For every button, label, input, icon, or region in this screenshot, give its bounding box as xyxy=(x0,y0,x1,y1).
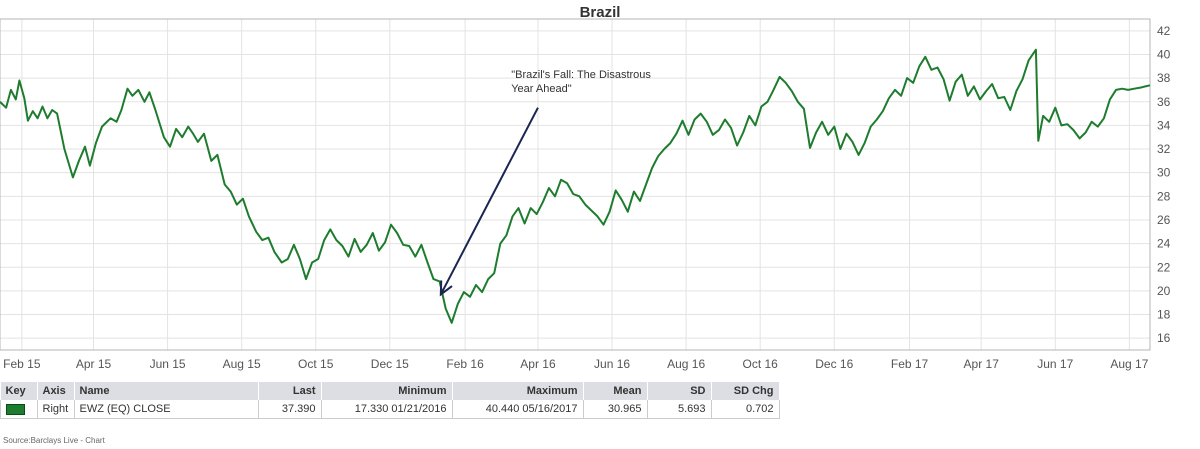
header-sd: SD xyxy=(647,382,712,400)
chart-title: Brazil xyxy=(580,4,621,21)
horizontal-gridlines xyxy=(0,30,1150,339)
series-summary-table: Key Axis Name Last Minimum Maximum Mean … xyxy=(0,382,780,419)
x-tick-label: Apr 17 xyxy=(964,357,1000,371)
y-tick-label: 18 xyxy=(1157,308,1171,322)
y-tick-label: 32 xyxy=(1157,142,1171,156)
series-color-key-icon xyxy=(6,403,25,415)
annotation-text-line-2: Year Ahead" xyxy=(511,83,571,95)
key-swatch xyxy=(0,400,38,419)
x-tick-label: Feb 15 xyxy=(3,357,41,371)
header-axis: Axis xyxy=(37,382,75,400)
annotation-text-line-1: "Brazil's Fall: The Disastrous xyxy=(511,69,651,81)
cell-mean: 30.965 xyxy=(583,400,648,419)
x-axis-tick-labels: Feb 15 Apr 15 Jun 15 Aug 15 Oct 15 Dec 15 Feb … xyxy=(3,357,1149,371)
cell-sd-chg: 0.702 xyxy=(711,400,780,419)
header-mean: Mean xyxy=(583,382,648,400)
cell-maximum: 40.440 05/16/2017 xyxy=(452,400,584,419)
y-tick-label: 30 xyxy=(1157,166,1171,180)
y-tick-label: 26 xyxy=(1157,213,1171,227)
series-line-ewz xyxy=(0,48,1151,324)
y-tick-label: 36 xyxy=(1157,95,1171,109)
x-tick-label: Apr 16 xyxy=(520,357,556,371)
y-tick-label: 28 xyxy=(1157,189,1171,203)
y-axis-tick-labels: 16 18 20 22 24 26 28 30 32 34 36 38 40 42 xyxy=(1157,24,1171,345)
y-tick-label: 34 xyxy=(1157,118,1171,132)
y-tick-label: 40 xyxy=(1157,47,1171,61)
cell-name: EWZ (EQ) CLOSE xyxy=(74,400,259,419)
x-tick-label: Oct 15 xyxy=(298,357,334,371)
x-tick-label: Dec 16 xyxy=(815,357,853,371)
x-tick-label: Oct 16 xyxy=(743,357,779,371)
cell-axis: Right xyxy=(37,400,75,419)
x-tick-label: Aug 15 xyxy=(223,357,261,371)
vertical-gridlines xyxy=(21,19,1130,350)
line-chart: Brazil 16 18 20 22 24 26 28 30 32 34 36 38 40 42 Feb … xyxy=(0,4,1171,371)
cell-last: 37.390 xyxy=(258,400,322,419)
table-row: Right EWZ (EQ) CLOSE 37.390 17.330 01/21… xyxy=(0,400,780,419)
y-tick-label: 42 xyxy=(1157,24,1171,38)
annotation-text: "Brazil's Fall: The Disastrous Year Ahea… xyxy=(511,69,654,95)
x-tick-label: Aug 16 xyxy=(667,357,705,371)
x-tick-label: Feb 16 xyxy=(446,357,484,371)
y-tick-label: 16 xyxy=(1157,331,1171,345)
x-tick-label: Jun 17 xyxy=(1037,357,1073,371)
y-tick-label: 24 xyxy=(1157,237,1171,251)
x-tick-label: Dec 15 xyxy=(371,357,409,371)
y-tick-label: 22 xyxy=(1157,260,1171,274)
y-tick-label: 38 xyxy=(1157,71,1171,85)
x-tick-label: Aug 17 xyxy=(1110,357,1148,371)
table-header-row: Key Axis Name Last Minimum Maximum Mean … xyxy=(0,382,780,400)
x-tick-label: Feb 17 xyxy=(891,357,929,371)
plot-area-border xyxy=(0,18,1151,351)
source-note: Source:Barclays Live - Chart xyxy=(3,436,105,445)
x-tick-label: Jun 16 xyxy=(594,357,630,371)
header-key: Key xyxy=(0,382,38,400)
annotation: "Brazil's Fall: The Disastrous Year Ahea… xyxy=(439,69,654,297)
annotation-arrow-head xyxy=(439,280,453,297)
header-sd-chg: SD Chg xyxy=(711,382,780,400)
header-minimum: Minimum xyxy=(321,382,453,400)
x-tick-label: Apr 15 xyxy=(76,357,112,371)
header-last: Last xyxy=(258,382,322,400)
annotation-arrow-line xyxy=(439,107,539,295)
header-name: Name xyxy=(74,382,259,400)
cell-minimum: 17.330 01/21/2016 xyxy=(321,400,453,419)
y-tick-label: 20 xyxy=(1157,284,1171,298)
cell-sd: 5.693 xyxy=(647,400,712,419)
header-maximum: Maximum xyxy=(452,382,584,400)
x-tick-label: Jun 15 xyxy=(150,357,186,371)
